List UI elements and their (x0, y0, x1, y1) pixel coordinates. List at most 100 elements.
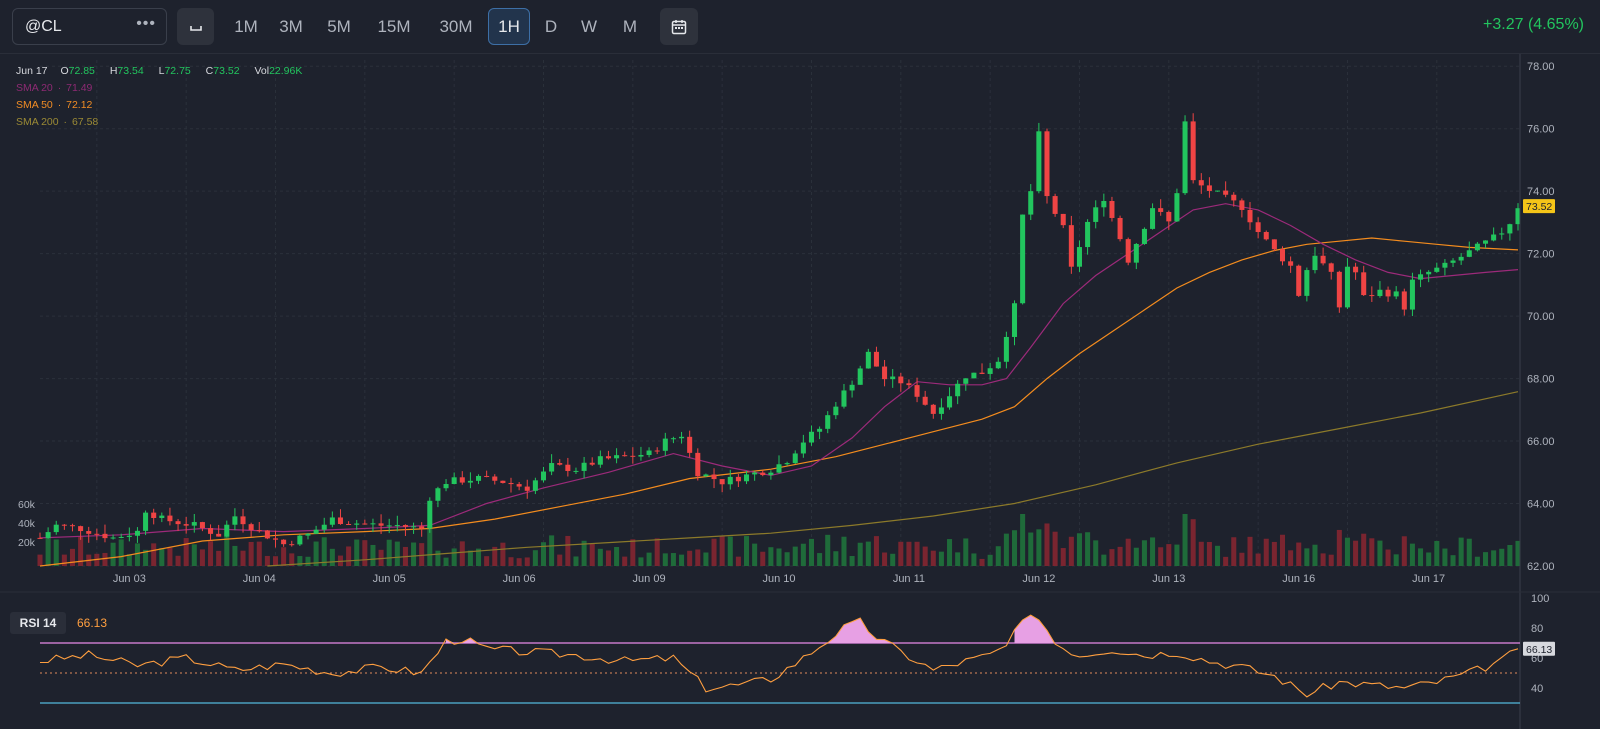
candle-body (1328, 263, 1334, 272)
volume-bar (1328, 554, 1334, 566)
volume-bar (370, 544, 376, 566)
volume-bar (1377, 540, 1383, 566)
volume-bar (597, 548, 603, 566)
timeframe-30m[interactable]: 30M (439, 16, 473, 36)
candle-body (654, 450, 660, 452)
volume-bar (1044, 523, 1050, 566)
chart-type-button[interactable] (177, 8, 214, 45)
last-price-badge (1523, 199, 1555, 214)
candles (37, 113, 1521, 548)
candle-body (914, 385, 920, 397)
candle-body (1353, 266, 1359, 273)
volume-bar (281, 547, 287, 566)
volume-bar (118, 539, 124, 566)
y-tick-label: 66.00 (1527, 436, 1555, 448)
rsi-value-badge-label: 66.13 (1526, 644, 1552, 656)
volume-bar (1450, 555, 1456, 566)
rsi-tick-label: 60 (1531, 653, 1543, 665)
candle-body (857, 368, 863, 385)
volume-bar (1353, 540, 1359, 566)
timeframe-5m[interactable]: 5M (327, 16, 351, 36)
volume-bar (638, 557, 644, 566)
timeframe-3m[interactable]: 3M (279, 16, 303, 36)
volume-bar (654, 538, 660, 566)
volume-bar (394, 541, 400, 566)
candle-body (890, 376, 896, 380)
candle-body (53, 524, 59, 533)
symbol-search-box[interactable]: @CL ••• (12, 8, 167, 45)
volume-bar (581, 540, 587, 566)
volume-bar (126, 554, 132, 566)
candle-body (289, 544, 295, 546)
volume-bar (808, 538, 815, 566)
candle-body (1182, 121, 1188, 194)
candle-body (1247, 209, 1253, 223)
candle-body (930, 404, 936, 414)
candle-body (1263, 232, 1269, 240)
candle-body (110, 537, 116, 539)
candle-body (354, 523, 360, 525)
candle-body (727, 476, 733, 485)
volume-bar (1206, 541, 1212, 566)
timeframe-15m[interactable]: 15M (377, 16, 411, 36)
candle-body (1255, 222, 1261, 233)
volume-bar (61, 554, 67, 566)
candle-body (630, 455, 636, 457)
timeframe-w[interactable]: W (580, 16, 598, 36)
candle-body (1215, 190, 1221, 192)
volume-bar (459, 541, 465, 566)
rsi-label: RSI 14 (10, 612, 66, 634)
volume-bar (443, 557, 449, 566)
candle-body (1288, 261, 1294, 266)
volume-bar (841, 536, 847, 566)
timeframe-d[interactable]: D (544, 16, 558, 36)
sma200-line (267, 391, 1519, 567)
volume-bar (703, 552, 709, 566)
volume-bar (1052, 531, 1058, 566)
volume-bar (573, 556, 579, 566)
candle-body (61, 524, 67, 526)
candle-body (1507, 224, 1513, 234)
volume-bar (1198, 541, 1204, 566)
volume-bar (971, 553, 977, 566)
candle-body (1279, 249, 1286, 262)
candle-body (719, 479, 725, 485)
candle-body (94, 533, 100, 535)
timeframe-1h[interactable]: 1H (488, 8, 530, 45)
timeframe-m[interactable]: M (622, 16, 638, 36)
candle-body (1361, 272, 1367, 296)
volume-bar (151, 543, 157, 566)
candle-body (605, 456, 611, 459)
candle-body (183, 524, 189, 526)
candle-body (143, 512, 149, 531)
candle-body (1174, 193, 1180, 222)
more-options-icon[interactable]: ••• (136, 15, 156, 32)
candle-body (557, 463, 563, 465)
volume-bar (1166, 544, 1172, 566)
volume-bar (1361, 533, 1367, 566)
candle-body (1466, 250, 1472, 257)
candle-body (906, 383, 912, 386)
candle-body (825, 415, 831, 429)
candle-body (467, 480, 473, 483)
candle-body (1133, 243, 1139, 263)
volume-bar (922, 546, 928, 566)
volume-bar (776, 548, 782, 566)
candle-body (492, 476, 498, 481)
legend-sma20: SMA 20 · 71.49 (16, 82, 93, 94)
volume-bar (435, 550, 441, 566)
timeframe-1m[interactable]: 1M (234, 16, 258, 36)
candle-body (1304, 270, 1310, 296)
candle-body (321, 524, 327, 530)
volume-bar (727, 536, 733, 566)
candle-body (1141, 228, 1147, 244)
candle-body (175, 521, 181, 525)
date-range-button[interactable] (660, 8, 698, 45)
volume-bar (386, 539, 392, 566)
volume-bar (1474, 556, 1480, 566)
volume-bar (784, 552, 790, 566)
candle-body (224, 524, 230, 537)
price-change: +3.27 (4.65%) (1483, 16, 1584, 33)
volume-bar (695, 549, 701, 566)
